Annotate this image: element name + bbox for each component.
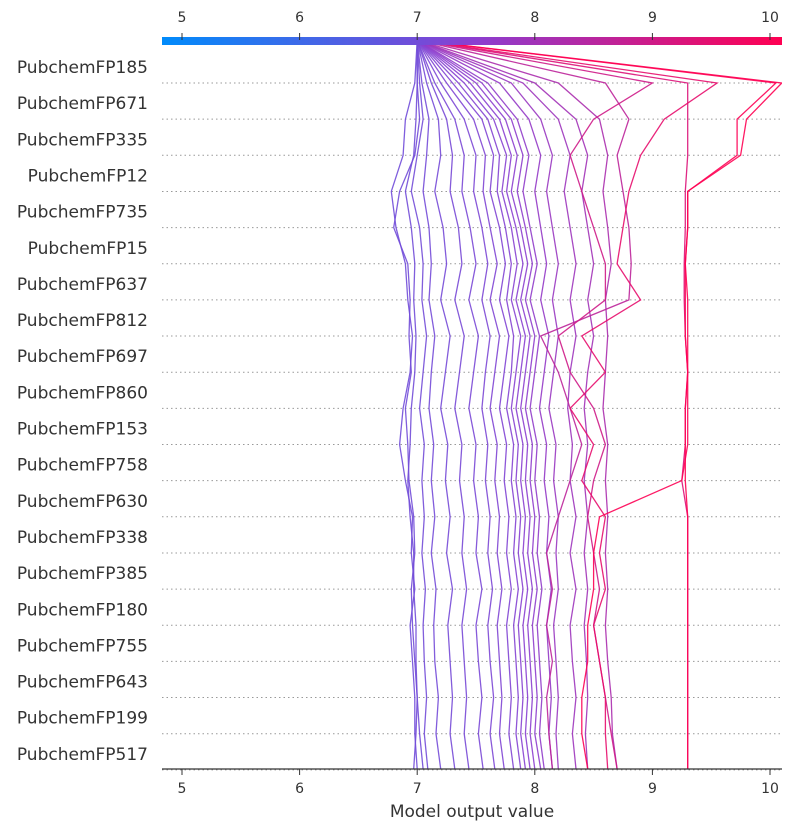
decision-line — [416, 40, 505, 770]
decision-line — [417, 40, 719, 770]
decision-line — [390, 40, 418, 770]
feature-label: PubchemFP335 — [17, 130, 148, 150]
bottom-axis-ticks: 5 6 7 8 9 10 — [178, 769, 779, 797]
decision-line — [416, 40, 515, 770]
decision-line — [416, 40, 496, 770]
feature-labels: PubchemFP185 PubchemFP671 PubchemFP335 Pubc… — [17, 58, 148, 765]
feature-label: PubchemFP860 — [17, 383, 148, 403]
decision-line — [417, 40, 778, 770]
decision-line — [416, 40, 470, 770]
decision-line — [416, 40, 536, 770]
decision-line — [416, 40, 554, 770]
x-axis-label: Model output value — [390, 802, 554, 822]
decision-line — [416, 40, 577, 770]
feature-label: PubchemFP199 — [17, 709, 148, 729]
decision-line — [416, 40, 542, 770]
bottom-tick-label: 5 — [178, 781, 187, 797]
feature-label: PubchemFP671 — [17, 94, 148, 114]
feature-label: PubchemFP758 — [17, 456, 148, 476]
feature-label: PubchemFP185 — [17, 58, 148, 78]
decision-line — [417, 40, 782, 769]
colorbar — [162, 37, 782, 45]
decision-line — [416, 40, 531, 770]
feature-label: PubchemFP637 — [17, 275, 148, 295]
decision-line — [416, 40, 442, 770]
top-tick-label: 9 — [648, 10, 657, 26]
bottom-tick-label: 8 — [530, 781, 539, 797]
decision-line — [416, 40, 456, 770]
top-tick-label: 6 — [295, 10, 304, 26]
top-tick-label: 10 — [761, 10, 779, 26]
feature-label: PubchemFP385 — [17, 564, 148, 584]
decision-line — [416, 40, 595, 770]
decision-line — [416, 40, 545, 770]
feature-label: PubchemFP15 — [28, 239, 148, 259]
decision-line — [416, 40, 522, 770]
decision-line — [417, 40, 618, 770]
feature-label: PubchemFP180 — [17, 600, 148, 620]
top-tick-label: 5 — [178, 10, 187, 26]
feature-label: PubchemFP338 — [17, 528, 148, 548]
feature-label: PubchemFP643 — [17, 673, 148, 693]
feature-label: PubchemFP755 — [17, 636, 148, 656]
feature-label: PubchemFP812 — [17, 311, 148, 331]
feature-label: PubchemFP12 — [28, 166, 148, 186]
top-tick-label: 7 — [413, 10, 422, 26]
top-tick-label: 8 — [530, 10, 539, 26]
decision-line — [404, 40, 418, 770]
feature-label: PubchemFP735 — [17, 203, 148, 223]
feature-label: PubchemFP697 — [17, 347, 148, 367]
feature-label: PubchemFP517 — [17, 745, 148, 765]
decision-line — [416, 40, 484, 770]
decision-lines — [390, 40, 782, 770]
decision-line — [410, 40, 429, 770]
bottom-tick-label: 9 — [648, 781, 657, 797]
feature-label: PubchemFP630 — [17, 492, 148, 512]
bottom-tick-label: 6 — [295, 781, 304, 797]
bottom-tick-label: 10 — [761, 781, 779, 797]
decision-line — [416, 40, 559, 770]
bottom-tick-label: 7 — [413, 781, 422, 797]
feature-label: PubchemFP153 — [17, 420, 148, 440]
top-axis-ticks: 5 6 7 8 9 10 — [178, 10, 779, 40]
decision-line — [416, 40, 527, 770]
decision-line — [393, 40, 424, 770]
